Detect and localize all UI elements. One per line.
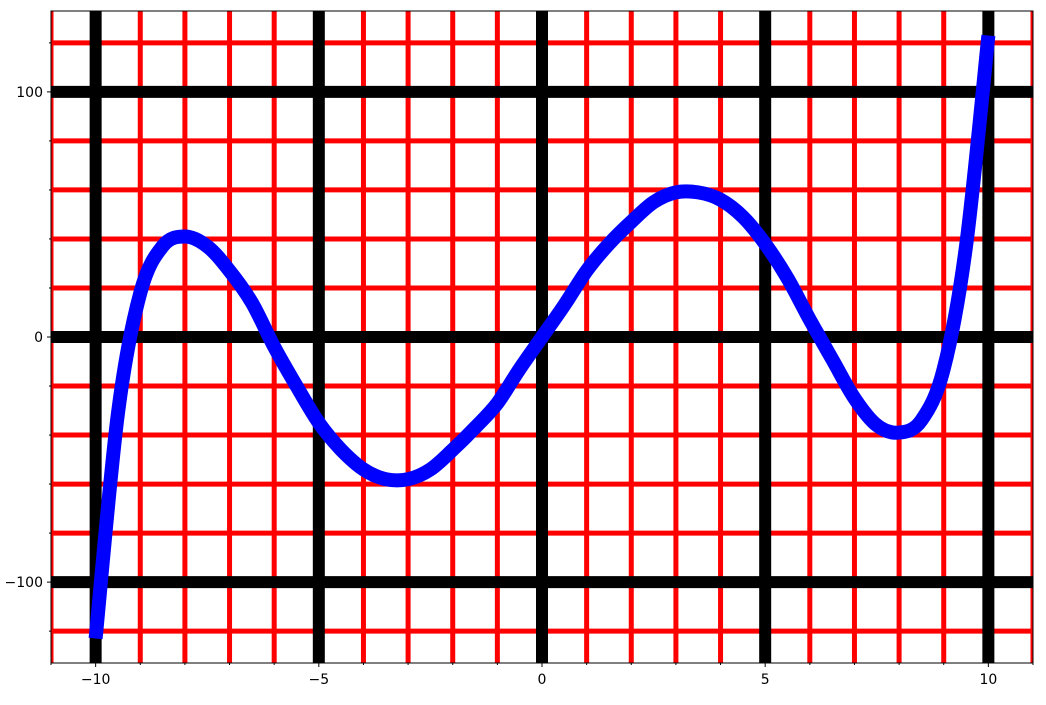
y-axis-ticks: −100 0 100 bbox=[5, 42, 51, 632]
y-tick-label: 100 bbox=[16, 85, 43, 101]
x-tick-label: −10 bbox=[81, 672, 111, 688]
x-tick-label: 10 bbox=[979, 672, 997, 688]
x-tick-label: 5 bbox=[761, 672, 770, 688]
series-line-0 bbox=[88, 34, 996, 640]
series-layer bbox=[88, 34, 996, 640]
y-tick-label: −100 bbox=[5, 575, 43, 591]
y-tick-label: 0 bbox=[34, 330, 43, 346]
x-tick-label: −5 bbox=[308, 672, 329, 688]
x-axis-ticks: −10 −5 0 5 10 bbox=[50, 663, 1034, 688]
x-tick-label: 0 bbox=[538, 672, 547, 688]
